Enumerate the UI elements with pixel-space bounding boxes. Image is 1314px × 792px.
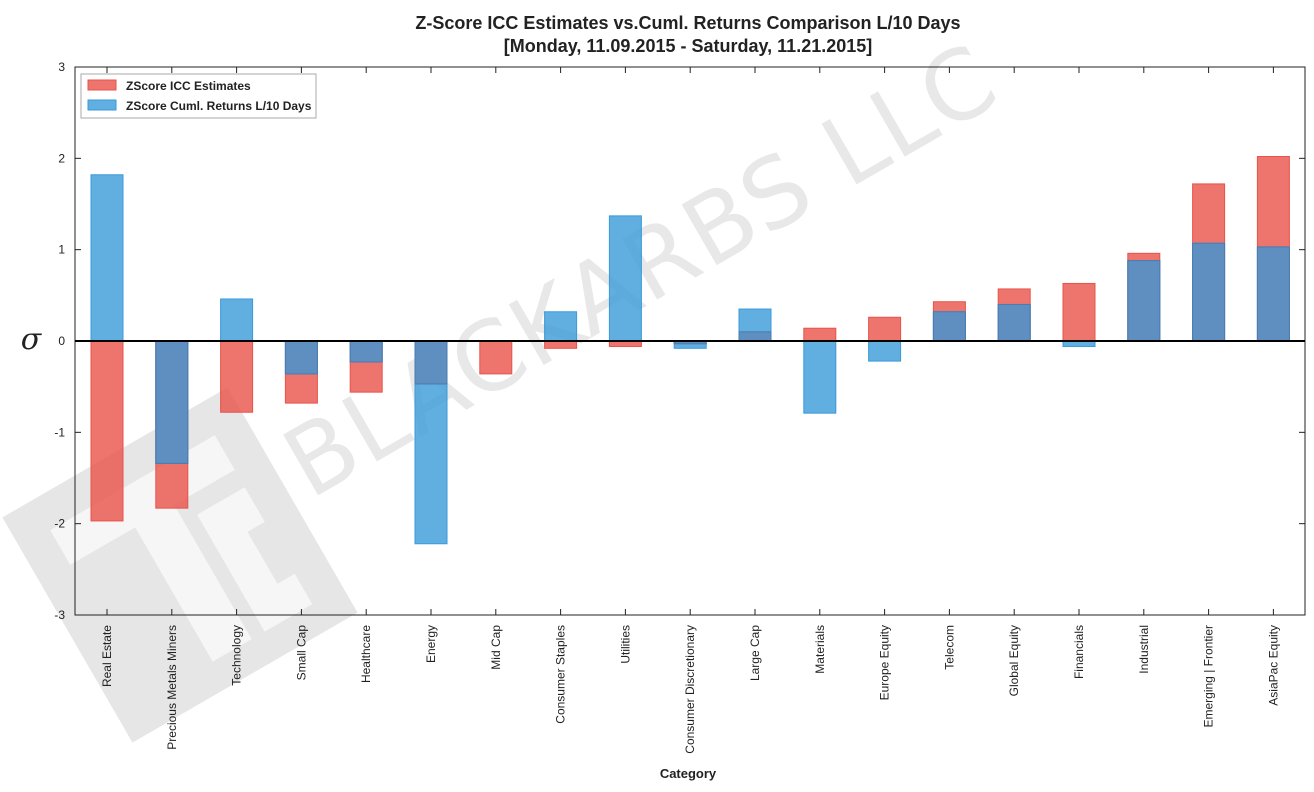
x-tick-label: Small Cap — [294, 625, 308, 681]
y-axis-label: σ — [21, 322, 43, 357]
bar-icc — [479, 340, 513, 375]
bar-overlap — [414, 340, 448, 385]
x-tick-label: Healthcare — [359, 625, 373, 683]
bar-overlap — [997, 303, 1031, 342]
chart-title: Z-Score ICC Estimates vs.Cuml. Returns C… — [415, 13, 960, 33]
x-tick-label: Materials — [813, 625, 827, 674]
bar-returns — [90, 174, 124, 342]
x-tick-label: Consumer Staples — [554, 625, 568, 724]
watermark: BLACKARBS LLC — [2, 22, 1016, 743]
bar-returns — [868, 340, 902, 362]
x-tick-label: Consumer Discretionary — [683, 625, 697, 754]
bar-icc — [544, 340, 578, 349]
bar-icc — [803, 327, 837, 342]
x-tick-label: Financials — [1072, 625, 1086, 679]
x-tick-label: Global Equity — [1007, 625, 1021, 696]
x-tick-label: Utilities — [618, 625, 632, 664]
y-tick-label: -2 — [54, 517, 65, 531]
bar-icc — [1062, 282, 1096, 342]
x-axis-ticks: Real Estate Precious Metals Miners Technol… — [100, 67, 1280, 754]
y-tick-label: 0 — [58, 334, 65, 348]
bar-overlap — [932, 311, 966, 342]
bar-icc — [868, 316, 902, 342]
x-tick-label: Technology — [230, 625, 244, 686]
legend-label-icc: ZScore ICC Estimates — [126, 79, 251, 93]
y-tick-label: 3 — [58, 60, 65, 74]
chart-subtitle: [Monday, 11.09.2015 - Saturday, 11.21.20… — [504, 36, 873, 56]
bars — [90, 156, 1290, 545]
x-tick-label: Industrial — [1137, 625, 1151, 674]
x-tick-label: Energy — [424, 625, 438, 663]
legend-label-returns: ZScore Cuml. Returns L/10 Days — [126, 99, 312, 113]
bar-overlap — [1256, 246, 1290, 342]
legend-box — [80, 73, 317, 119]
bar-returns — [803, 340, 837, 414]
bar-icc — [90, 340, 124, 522]
bar-overlap — [1127, 260, 1161, 342]
legend-swatch-returns — [87, 99, 117, 111]
legend-swatch-icc — [87, 79, 117, 91]
x-axis-label: Category — [660, 766, 717, 781]
bar-overlap — [1192, 242, 1226, 342]
legend: ZScore ICC Estimates ZScore Cuml. Return… — [80, 73, 317, 119]
x-tick-label: Real Estate — [100, 625, 114, 687]
y-tick-label: -1 — [54, 425, 65, 439]
bar-icc — [220, 340, 254, 413]
x-tick-label: Emerging | Frontier — [1202, 625, 1216, 728]
x-tick-label: AsiaPac Equity — [1266, 625, 1280, 706]
x-tick-label: Precious Metals Miners — [165, 625, 179, 750]
bar-overlap — [349, 340, 383, 363]
y-tick-label: -3 — [54, 608, 65, 622]
bar-overlap — [155, 340, 189, 464]
bar-returns — [220, 298, 254, 342]
bar-overlap — [284, 340, 318, 375]
bar-overlap — [738, 331, 772, 342]
bar-returns — [544, 311, 578, 342]
bar-returns — [608, 215, 642, 342]
y-tick-label: 2 — [58, 151, 65, 165]
x-tick-label: Mid Cap — [489, 625, 503, 670]
x-tick-label: Telecom — [942, 625, 956, 670]
x-tick-label: Large Cap — [748, 625, 762, 681]
x-tick-label: Europe Equity — [878, 625, 892, 700]
y-tick-label: 1 — [58, 243, 65, 257]
